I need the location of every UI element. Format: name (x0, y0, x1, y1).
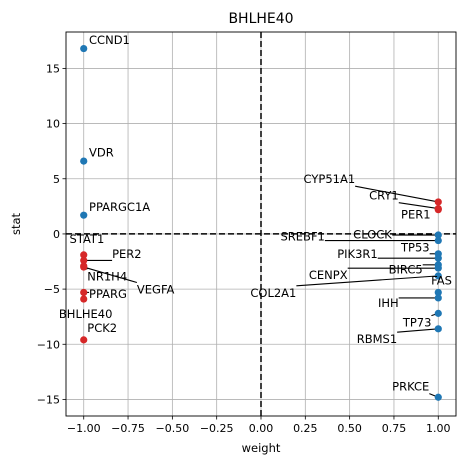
point-vegfa (80, 263, 88, 271)
point-srebf1 (434, 236, 442, 245)
point-pparg (80, 288, 88, 297)
label-per2: PER2 (112, 247, 142, 261)
point-ppargc1a (80, 211, 88, 219)
y-axis-label: stat (9, 212, 23, 235)
y-tick-label: 10 (46, 118, 60, 131)
x-tick-label: 0.50 (337, 422, 362, 435)
point-labels: CCND1 VDR PPARGC1A STAT1 PER2 NR1H4 VEGFA PPARG… (59, 33, 452, 393)
x-tick-label: −0.25 (200, 422, 234, 435)
leader-cry1 (398, 202, 439, 210)
point-vdr (80, 157, 88, 165)
point-pck2 (80, 336, 88, 344)
label-stat1: STAT1 (70, 232, 105, 246)
point-ccnd1 (80, 44, 88, 53)
point-per2 (80, 256, 88, 265)
label-ppargc1a: PPARGC1A (89, 200, 150, 214)
x-tick-label: −1.00 (67, 422, 101, 435)
y-axis-ticks: −15 −10 −5 0 5 10 15 (37, 62, 66, 406)
point-clock (434, 231, 442, 239)
x-tick-label: 1.00 (426, 422, 451, 435)
label-tp53: TP53 (400, 241, 430, 255)
x-tick-label: −0.75 (111, 422, 145, 435)
point-col2a1 (434, 272, 442, 280)
y-tick-label: −10 (37, 338, 60, 351)
point-rbms1 (434, 325, 442, 333)
label-birc5: BIRC5 (389, 263, 423, 277)
data-points (80, 44, 442, 401)
label-ihh: IHH (378, 296, 399, 310)
label-vdr: VDR (89, 146, 114, 160)
label-cenpx: CENPX (309, 268, 348, 282)
label-per1: PER1 (401, 207, 431, 221)
x-tick-label: 0.00 (249, 422, 274, 435)
point-tp73 (434, 309, 442, 317)
leader-cyp51a1 (355, 185, 439, 203)
reference-lines (66, 32, 456, 416)
label-pparg: PPARG (89, 287, 127, 301)
x-axis-label: weight (242, 441, 281, 455)
label-clock: CLOCK (353, 227, 392, 241)
y-tick-label: 5 (53, 173, 60, 186)
label-fas: FAS (431, 274, 452, 288)
label-cyp51a1: CYP51A1 (304, 172, 356, 186)
point-per1 (434, 206, 442, 214)
label-prkce: PRKCE (392, 380, 429, 394)
y-tick-label: −5 (44, 283, 60, 296)
label-vegfa: VEGFA (137, 283, 175, 297)
point-bhlhe40 (80, 295, 88, 303)
label-bhlhe40: BHLHE40 (59, 307, 112, 321)
point-pik3r1 (434, 254, 442, 262)
point-prkce (434, 393, 442, 401)
x-axis-ticks: −1.00 −0.75 −0.50 −0.25 0.00 0.25 0.50 0.75 1.00 (67, 416, 451, 435)
label-srebf1: SREBF1 (281, 230, 325, 244)
leader-vegfa (83, 266, 138, 284)
y-tick-label: −15 (37, 393, 60, 406)
point-cyp51a1 (434, 198, 442, 206)
label-tp73: TP73 (402, 316, 432, 330)
point-fas (434, 288, 442, 297)
label-rbms1: RBMS1 (357, 332, 397, 346)
chart-title: BHLHE40 (228, 11, 293, 27)
leader-col2a1 (296, 275, 439, 287)
label-col2a1: COL2A1 (250, 286, 296, 300)
x-tick-label: 0.25 (293, 422, 318, 435)
x-tick-label: 0.75 (382, 422, 407, 435)
label-pck2: PCK2 (87, 321, 117, 335)
label-pik3r1: PIK3R1 (337, 247, 378, 261)
label-ccnd1: CCND1 (89, 33, 130, 47)
leader-rbms1 (397, 328, 439, 333)
point-cenpx (434, 264, 442, 272)
y-tick-label: 0 (53, 228, 60, 241)
label-nr1h4: NR1H4 (87, 269, 127, 283)
point-stat1 (80, 251, 88, 259)
point-ihh (434, 294, 442, 302)
label-cry1: CRY1 (369, 189, 399, 203)
x-tick-label: −0.50 (156, 422, 190, 435)
y-tick-label: 15 (46, 62, 60, 75)
